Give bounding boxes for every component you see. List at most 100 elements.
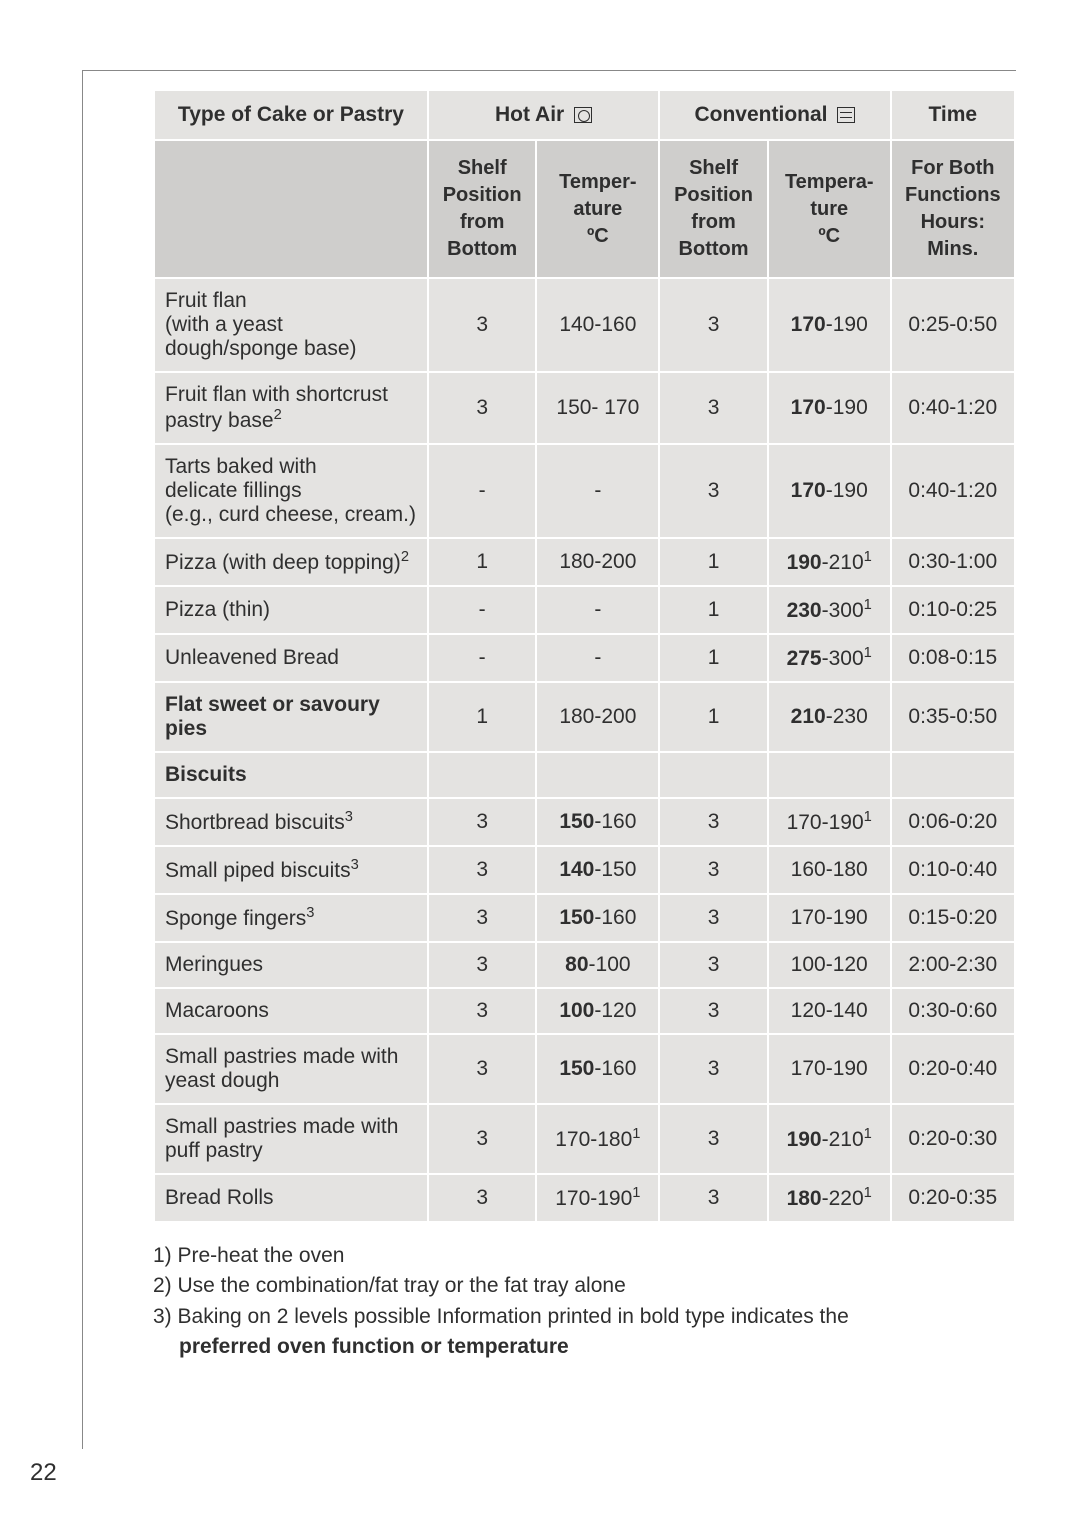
col-type: Type of Cake or Pastry — [154, 90, 428, 140]
hotair-position: 1 — [428, 682, 537, 752]
conventional-temp: 170-190 — [768, 372, 891, 444]
table-row: Fruit flan(with a yeast dough/sponge bas… — [154, 278, 1015, 372]
recipe-name: Fruit flan(with a yeast dough/sponge bas… — [154, 278, 428, 372]
hotair-position: 3 — [428, 1104, 537, 1174]
recipe-name: Shortbread biscuits3 — [154, 798, 428, 846]
table-row: Tarts baked withdelicate fillings(e.g., … — [154, 444, 1015, 538]
footnote-3: 3) Baking on 2 levels possible Informati… — [153, 1302, 1016, 1332]
page-frame: Type of Cake or Pastry Hot Air Conventio… — [82, 70, 1016, 1449]
conventional-position: 3 — [659, 798, 768, 846]
hotair-position: 3 — [428, 846, 537, 894]
recipe-name: Small pastries made with yeast dough — [154, 1034, 428, 1104]
conventional-position: 3 — [659, 278, 768, 372]
footnote-1: 1) Pre-heat the oven — [153, 1241, 1016, 1271]
time-cell: 0:15-0:20 — [891, 894, 1015, 942]
hotair-position: - — [428, 444, 537, 538]
recipe-name: Macaroons — [154, 988, 428, 1034]
sub-temp1: Temper-atureºC — [536, 140, 659, 278]
conventional-icon — [837, 107, 855, 123]
sub-shelf1: ShelfPositionfromBottom — [428, 140, 537, 278]
conventional-temp: 210-230 — [768, 682, 891, 752]
table-row: Macaroons3100-1203120-1400:30-0:60 — [154, 988, 1015, 1034]
hotair-position: 3 — [428, 278, 537, 372]
baking-table: Type of Cake or Pastry Hot Air Conventio… — [153, 89, 1016, 1223]
hotair-temp: - — [536, 586, 659, 634]
fan-icon — [574, 107, 592, 123]
recipe-name: Meringues — [154, 942, 428, 988]
conventional-temp: 180-2201 — [768, 1174, 891, 1222]
recipe-name: Flat sweet or savoury pies — [154, 682, 428, 752]
conventional-temp: 100-120 — [768, 942, 891, 988]
hotair-position: - — [428, 586, 537, 634]
time-cell: 0:40-1:20 — [891, 372, 1015, 444]
time-cell: 0:20-0:30 — [891, 1104, 1015, 1174]
hotair-temp: 180-200 — [536, 682, 659, 752]
conventional-position: 1 — [659, 634, 768, 682]
table-row: Pizza (thin)--1230-30010:10-0:25 — [154, 586, 1015, 634]
hotair-position: 3 — [428, 942, 537, 988]
time-cell: 0:30-1:00 — [891, 538, 1015, 586]
footnote-3b: preferred oven function or temperature — [153, 1332, 1016, 1362]
recipe-name: Bread Rolls — [154, 1174, 428, 1222]
hotair-position: 3 — [428, 1174, 537, 1222]
table-row: Small piped biscuits33140-1503160-1800:1… — [154, 846, 1015, 894]
hotair-position: 3 — [428, 1034, 537, 1104]
sub-temp2: Tempera-tureºC — [768, 140, 891, 278]
hotair-temp: 150- 170 — [536, 372, 659, 444]
section-empty — [891, 752, 1015, 798]
footnote-2: 2) Use the combination/fat tray or the f… — [153, 1271, 1016, 1301]
recipe-name: Small pastries made with puff pastry — [154, 1104, 428, 1174]
table-row: Pizza (with deep topping)21180-2001190-2… — [154, 538, 1015, 586]
recipe-name: Fruit flan with shortcrust pastry base2 — [154, 372, 428, 444]
conventional-temp: 170-190 — [768, 444, 891, 538]
conventional-temp: 170-190 — [768, 278, 891, 372]
hotair-temp: 170-1801 — [536, 1104, 659, 1174]
conventional-position: 3 — [659, 942, 768, 988]
header-row-1: Type of Cake or Pastry Hot Air Conventio… — [154, 90, 1015, 140]
table-row: Unleavened Bread--1275-30010:08-0:15 — [154, 634, 1015, 682]
hotair-position: - — [428, 634, 537, 682]
hotair-temp: 100-120 — [536, 988, 659, 1034]
time-cell: 0:06-0:20 — [891, 798, 1015, 846]
conventional-position: 3 — [659, 1034, 768, 1104]
hotair-temp: 150-160 — [536, 894, 659, 942]
time-cell: 0:30-0:60 — [891, 988, 1015, 1034]
table-row: Flat sweet or savoury pies1180-2001210-2… — [154, 682, 1015, 752]
conventional-position: 3 — [659, 1104, 768, 1174]
recipe-name: Small piped biscuits3 — [154, 846, 428, 894]
conventional-temp: 275-3001 — [768, 634, 891, 682]
hotair-position: 3 — [428, 988, 537, 1034]
time-cell: 0:35-0:50 — [891, 682, 1015, 752]
section-empty — [659, 752, 768, 798]
time-cell: 0:10-0:25 — [891, 586, 1015, 634]
recipe-name: Pizza (with deep topping)2 — [154, 538, 428, 586]
hotair-temp: 170-1901 — [536, 1174, 659, 1222]
section-empty — [428, 752, 537, 798]
conventional-temp: 160-180 — [768, 846, 891, 894]
conventional-position: 1 — [659, 682, 768, 752]
section-label: Biscuits — [154, 752, 428, 798]
time-cell: 0:20-0:40 — [891, 1034, 1015, 1104]
conventional-position: 3 — [659, 894, 768, 942]
conventional-temp: 170-190 — [768, 894, 891, 942]
conventional-temp: 120-140 — [768, 988, 891, 1034]
conventional-position: 3 — [659, 846, 768, 894]
recipe-name: Sponge fingers3 — [154, 894, 428, 942]
table-body: Fruit flan(with a yeast dough/sponge bas… — [154, 278, 1015, 1222]
sub-shelf2: ShelfPositionfromBottom — [659, 140, 768, 278]
hotair-position: 1 — [428, 538, 537, 586]
hotair-temp: 150-160 — [536, 1034, 659, 1104]
recipe-name: Unleavened Bread — [154, 634, 428, 682]
conventional-temp: 170-190 — [768, 1034, 891, 1104]
hotair-position: 3 — [428, 372, 537, 444]
hotair-temp: 140-160 — [536, 278, 659, 372]
hotair-position: 3 — [428, 798, 537, 846]
table-row: Fruit flan with shortcrust pastry base23… — [154, 372, 1015, 444]
time-cell: 0:10-0:40 — [891, 846, 1015, 894]
hotair-temp: - — [536, 444, 659, 538]
header-row-2: ShelfPositionfromBottom Temper-atureºC S… — [154, 140, 1015, 278]
recipe-name: Pizza (thin) — [154, 586, 428, 634]
conventional-position: 1 — [659, 538, 768, 586]
col-hotair: Hot Air — [428, 90, 659, 140]
hotair-temp: 80-100 — [536, 942, 659, 988]
